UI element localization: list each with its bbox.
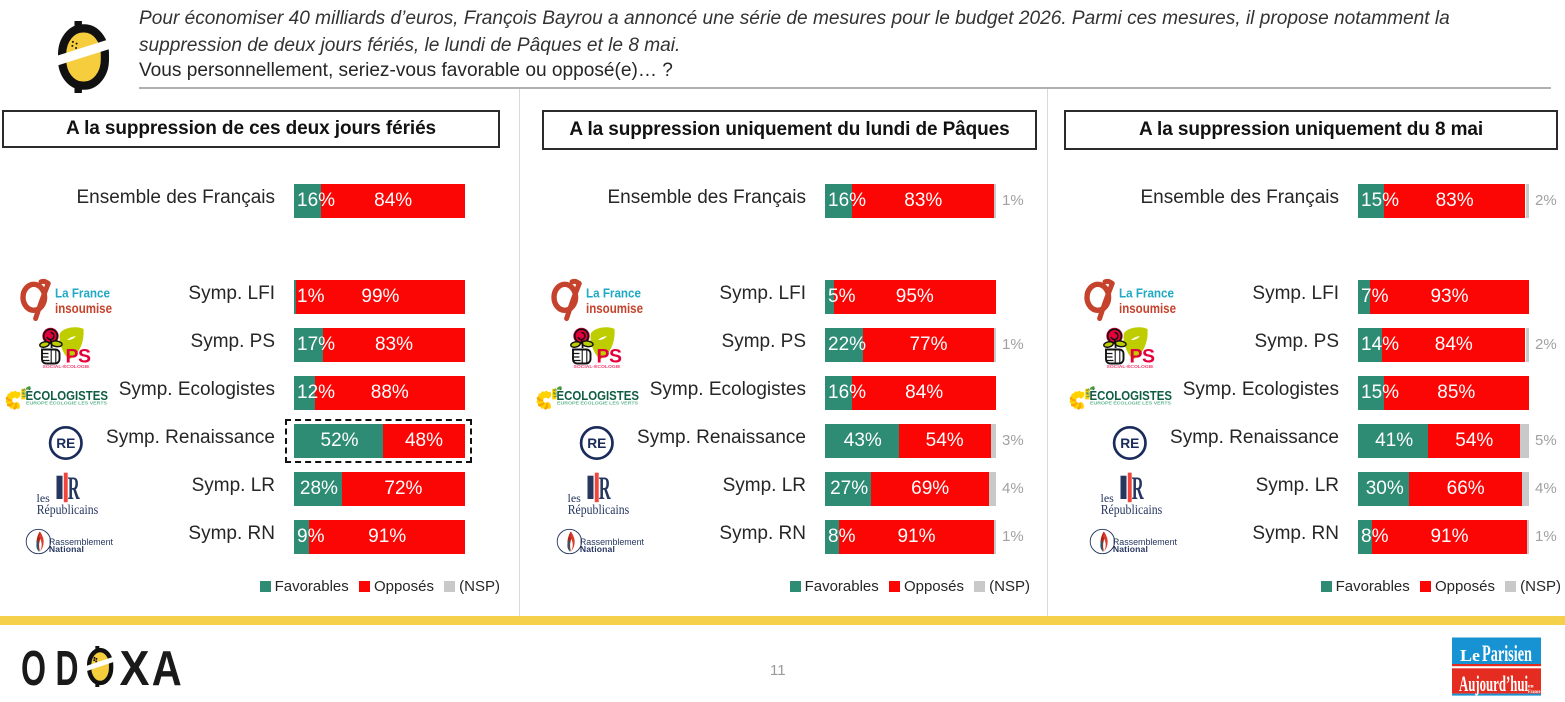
- svg-text:Républicains: Républicains: [1100, 502, 1162, 517]
- svg-text:en: en: [1528, 684, 1534, 690]
- svg-text:insoumise: insoumise: [586, 301, 643, 316]
- svg-text:ÉCOLOGISTES: ÉCOLOGISTES: [557, 388, 640, 403]
- svg-text:SOCIAL-ÉCOLOGIE: SOCIAL-ÉCOLOGIE: [43, 362, 91, 370]
- svg-text:ÉCOLOGISTES: ÉCOLOGISTES: [26, 388, 109, 403]
- svg-text:RE: RE: [587, 436, 606, 451]
- svg-text:Aujourd’hui: Aujourd’hui: [1459, 671, 1528, 696]
- svg-text:ÉCOLOGISTES: ÉCOLOGISTES: [1090, 388, 1173, 403]
- svg-text:Rassemblement: Rassemblement: [580, 537, 645, 547]
- svg-text:LES: LES: [1086, 388, 1091, 397]
- svg-text:PS: PS: [597, 346, 623, 368]
- svg-text:PS: PS: [1130, 346, 1156, 368]
- svg-text:insoumise: insoumise: [1119, 301, 1176, 316]
- svg-text:Républicains: Républicains: [36, 502, 97, 517]
- svg-text:RE: RE: [1120, 436, 1139, 451]
- svg-text:SOCIAL-ÉCOLOGIE: SOCIAL-ÉCOLOGIE: [574, 362, 622, 370]
- svg-text:EUROPE ÉCOLOGIE LES VERTS: EUROPE ÉCOLOGIE LES VERTS: [1090, 401, 1171, 406]
- svg-text:La France: La France: [1119, 287, 1174, 301]
- svg-text:A: A: [152, 642, 182, 696]
- svg-text:EUROPE ÉCOLOGIE LES VERTS: EUROPE ÉCOLOGIE LES VERTS: [26, 401, 107, 406]
- svg-text:SOCIAL-ÉCOLOGIE: SOCIAL-ÉCOLOGIE: [1107, 362, 1155, 370]
- svg-text:EUROPE ÉCOLOGIE LES VERTS: EUROPE ÉCOLOGIE LES VERTS: [557, 401, 638, 406]
- svg-text:National: National: [580, 544, 615, 554]
- svg-text:O: O: [21, 642, 46, 696]
- svg-text:D: D: [56, 642, 79, 696]
- svg-text:Républicains: Républicains: [567, 502, 629, 517]
- svg-text:les: les: [1100, 491, 1114, 505]
- svg-text:X: X: [120, 642, 150, 696]
- svg-text:PS: PS: [66, 346, 92, 368]
- svg-text:National: National: [49, 544, 84, 554]
- svg-text:R: R: [67, 469, 80, 506]
- svg-text:Parisien: Parisien: [1482, 641, 1532, 667]
- svg-text:insoumise: insoumise: [55, 301, 112, 316]
- svg-text:les: les: [567, 491, 581, 505]
- svg-text:France: France: [1528, 689, 1541, 695]
- svg-text:Rassemblement: Rassemblement: [49, 537, 114, 547]
- svg-text:les: les: [36, 491, 50, 505]
- svg-text:La France: La France: [586, 287, 641, 301]
- svg-text:Rassemblement: Rassemblement: [1113, 537, 1178, 547]
- svg-text:R: R: [1131, 469, 1144, 506]
- svg-text:La France: La France: [55, 287, 110, 301]
- svg-text:National: National: [1113, 544, 1148, 554]
- svg-text:RE: RE: [56, 436, 75, 451]
- svg-text:Le: Le: [1460, 646, 1480, 665]
- svg-text:R: R: [598, 469, 611, 506]
- svg-text:LES: LES: [22, 388, 27, 397]
- svg-text:LES: LES: [553, 388, 558, 397]
